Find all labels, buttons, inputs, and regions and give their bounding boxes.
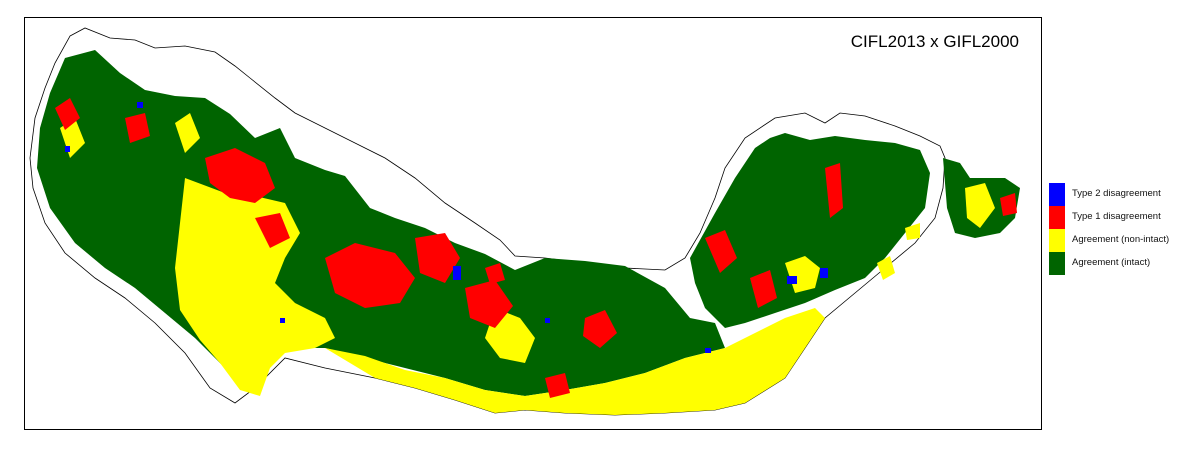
legend-swatch-type2 [1049,183,1065,206]
legend-label-non-intact: Agreement (non-intact) [1072,234,1170,245]
legend-swatch-type1 [1049,206,1065,229]
legend-label-intact: Agreement (intact) [1072,257,1151,268]
legend-swatch-non-intact [1049,229,1065,252]
boreal-map [29,27,1020,416]
type2-disagreement-layer [65,102,828,353]
type1-disagreement-layer [55,98,1017,398]
legend-swatch-intact [1049,252,1065,275]
legend-label-type1: Type 1 disagreement [1072,211,1161,222]
legend-label-type2: Type 2 disagreement [1072,188,1161,199]
map-title: CIFL2013 x GIFL2000 [850,32,1019,51]
map-panel: CIFL2013 x GIFL2000 [24,17,1042,430]
